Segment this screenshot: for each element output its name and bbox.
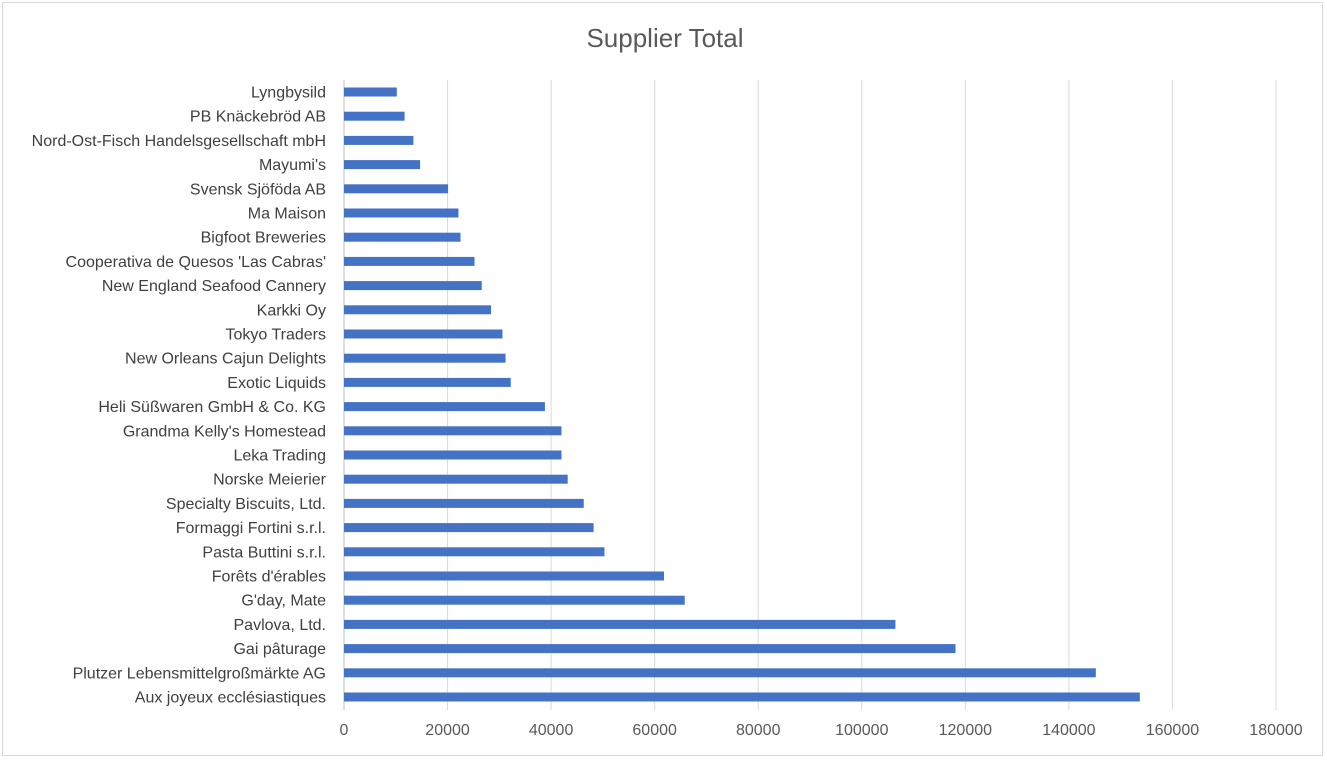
category-label: Aux joyeux ecclésiastiques xyxy=(135,690,326,707)
x-tick-label: 60000 xyxy=(632,722,677,739)
category-label: G'day, Mate xyxy=(241,593,326,610)
x-tick-label: 40000 xyxy=(529,722,574,739)
category-label: Bigfoot Breweries xyxy=(201,230,326,247)
bar xyxy=(344,87,397,97)
category-label: New England Seafood Cannery xyxy=(102,278,326,295)
category-label: Ma Maison xyxy=(248,206,326,223)
category-label: Pasta Buttini s.r.l. xyxy=(202,544,326,561)
bar xyxy=(344,232,461,242)
bar xyxy=(344,329,503,339)
category-label: Leka Trading xyxy=(233,448,326,465)
bar xyxy=(344,668,1096,678)
bar xyxy=(344,281,482,291)
x-tick-label: 20000 xyxy=(425,722,470,739)
category-label: Formaggi Fortini s.r.l. xyxy=(176,520,326,537)
category-label: Nord-Ost-Fisch Handelsgesellschaft mbH xyxy=(32,133,326,150)
bar xyxy=(344,135,414,145)
bar xyxy=(344,111,405,121)
category-label: Norske Meierier xyxy=(213,472,327,489)
category-axis: Lyngbysild PB Knäckebröd AB Nord-Ost-Fisch… xyxy=(32,85,327,707)
x-tick-label: 160000 xyxy=(1146,722,1199,739)
bar xyxy=(344,619,896,629)
category-label: Svensk Sjöföda AB xyxy=(190,181,326,198)
category-label: Gai pâturage xyxy=(233,641,326,658)
x-tick-label: 180000 xyxy=(1249,722,1302,739)
category-label: Plutzer Lebensmittelgroßmärkte AG xyxy=(73,665,326,682)
category-label: Karkki Oy xyxy=(257,302,326,319)
category-label: Heli Süßwaren GmbH & Co. KG xyxy=(98,399,326,416)
category-label: Exotic Liquids xyxy=(227,375,326,392)
bar xyxy=(344,256,475,266)
category-label: Cooperativa de Quesos 'Las Cabras' xyxy=(66,254,326,271)
bar xyxy=(344,498,584,508)
category-label: Mayumi's xyxy=(259,157,326,174)
bar xyxy=(344,426,562,436)
category-label: Lyngbysild xyxy=(251,85,326,102)
category-label: Forêts d'érables xyxy=(212,569,326,586)
category-label: Tokyo Traders xyxy=(226,327,326,344)
bar xyxy=(344,160,421,170)
bar xyxy=(344,595,685,605)
x-tick-label: 140000 xyxy=(1042,722,1095,739)
bar xyxy=(344,305,492,315)
x-tick-label: 100000 xyxy=(835,722,888,739)
bars xyxy=(344,87,1140,702)
bar xyxy=(344,450,562,460)
bar xyxy=(344,547,605,557)
bar xyxy=(344,474,568,484)
x-tick-label: 80000 xyxy=(736,722,781,739)
category-label: Grandma Kelly's Homestead xyxy=(123,423,326,440)
bar-chart: Supplier Total Lyngbysild PB Knäckebröd A… xyxy=(32,23,1303,739)
value-axis: 0 20000 40000 60000 80000 100000 120000 140000 1… xyxy=(340,722,1303,739)
bar xyxy=(344,208,459,218)
category-label: Pavlova, Ltd. xyxy=(234,617,327,634)
bar xyxy=(344,353,506,363)
bar xyxy=(344,692,1140,702)
grid-lines xyxy=(343,80,1277,710)
bar xyxy=(344,402,545,412)
category-label: PB Knäckebröd AB xyxy=(190,109,326,126)
bar xyxy=(344,571,664,581)
category-label: Specialty Biscuits, Ltd. xyxy=(166,496,326,513)
chart-title: Supplier Total xyxy=(586,23,743,53)
x-tick-label: 120000 xyxy=(939,722,992,739)
bar xyxy=(344,644,956,654)
bar xyxy=(344,184,449,194)
category-label: New Orleans Cajun Delights xyxy=(125,351,326,368)
bar xyxy=(344,377,511,387)
x-tick-label: 0 xyxy=(340,722,349,739)
bar xyxy=(344,523,594,533)
